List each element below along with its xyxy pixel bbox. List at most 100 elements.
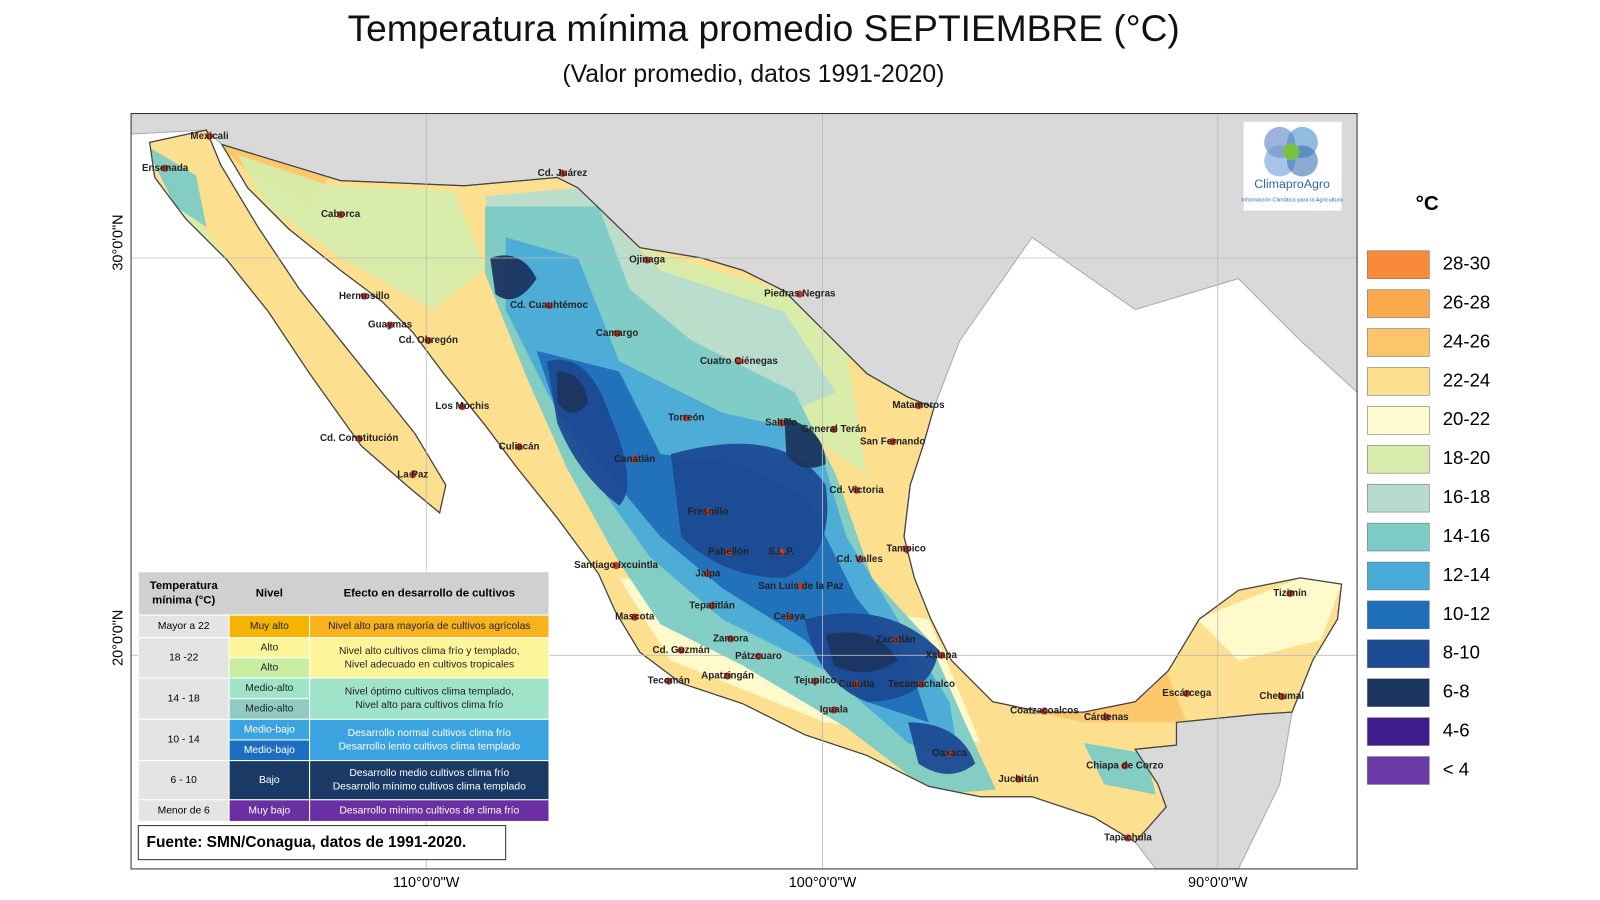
temperature-zone xyxy=(908,722,976,774)
city-dot xyxy=(558,169,567,177)
temperature-zone xyxy=(557,371,589,413)
temperature-zone xyxy=(237,154,486,310)
legend-label: 26-28 xyxy=(1443,292,1490,313)
city-dot xyxy=(161,164,169,172)
city-dot xyxy=(545,301,553,310)
city-label: Ojinaga xyxy=(629,255,665,266)
legend: 28-30 26-28 24-26 22-24 20-22 18-20 16-18 14-16… xyxy=(1367,250,1490,785)
effect-cell xyxy=(309,799,550,822)
city-dot xyxy=(336,211,345,219)
city-dot xyxy=(708,602,716,610)
effect-text: Nivel adecuado en cultivos tropicales xyxy=(344,659,514,670)
logo-center xyxy=(1282,143,1300,160)
legend-label: 14-16 xyxy=(1443,525,1490,546)
city-label: San Luis de la Paz xyxy=(758,581,844,592)
city-dot xyxy=(889,438,897,446)
city-dot xyxy=(355,434,363,443)
city-label: Cuatro Ciénegas xyxy=(700,356,778,367)
city-dot xyxy=(360,292,368,300)
city-dot xyxy=(1278,692,1286,701)
temperature-zones xyxy=(149,134,1342,795)
city-dot xyxy=(811,677,819,685)
legend-swatch xyxy=(1367,561,1430,591)
city-dot xyxy=(727,635,735,643)
city-dot xyxy=(856,555,864,563)
legend-label: < 4 xyxy=(1443,758,1469,779)
city-label: Cd. Guzmán xyxy=(653,645,710,656)
lon-label: 100°0'0"W xyxy=(789,875,857,891)
lat-label: 20°0'0"N xyxy=(110,610,126,666)
city-dot xyxy=(724,548,733,556)
city-dot xyxy=(1102,713,1110,721)
city-label: Mascota xyxy=(615,612,655,623)
city-label: Tapachula xyxy=(1104,833,1152,844)
level-text: Muy alto xyxy=(250,621,289,632)
table-header: Efecto en desarrollo de cultivos xyxy=(344,587,515,599)
city-dot xyxy=(1124,834,1132,842)
temperature-zone xyxy=(670,443,828,578)
level-cell xyxy=(228,760,311,801)
city-label: Fresnillo xyxy=(688,506,729,517)
city-label: Cd. Valles xyxy=(837,554,884,565)
legend-label: 6-8 xyxy=(1443,681,1470,702)
city-dot xyxy=(796,290,804,298)
city-label: Culiacán xyxy=(499,441,540,452)
legend-label: 28-30 xyxy=(1443,253,1490,274)
city-dot xyxy=(914,401,923,410)
city-label: Los Mochis xyxy=(435,401,489,412)
cities: Mexicali Ensenada Cd. Juárez Caborca Ojinaga… xyxy=(142,131,1307,844)
city-dot xyxy=(830,425,838,433)
subtitle: (Valor promedio, datos 1991-2020) xyxy=(562,61,944,88)
city-dot xyxy=(830,706,838,714)
city-label: Tecomán xyxy=(648,676,690,687)
city-label: Cd. Victoria xyxy=(829,485,884,496)
city-dot xyxy=(665,677,673,685)
legend-swatch xyxy=(1367,678,1430,707)
range-text: 6 - 10 xyxy=(171,775,198,786)
legend-label: 16-18 xyxy=(1443,486,1490,507)
level-text: Medio-bajo xyxy=(244,724,295,735)
city-label: Oaxaca xyxy=(932,748,967,759)
city-dot xyxy=(777,548,785,556)
legend-label: 24-26 xyxy=(1443,330,1490,351)
city-label: General Terán xyxy=(801,424,866,435)
range-cell xyxy=(137,677,230,720)
city-label: S.L.P. xyxy=(768,547,794,558)
city-dot xyxy=(937,651,945,659)
city-label: Cárdenas xyxy=(1084,712,1129,723)
source: Fuente: SMN/Conagua, datos de 1991-2020. xyxy=(147,834,467,851)
legend-swatch xyxy=(1367,250,1430,279)
city-dot xyxy=(205,132,214,140)
legend-swatch xyxy=(1367,445,1430,474)
city-label: Santiago Ixcuintla xyxy=(574,560,658,571)
city-label: Cd. Obregón xyxy=(399,335,458,346)
city-label: Cd. Constitución xyxy=(320,433,398,444)
city-dot xyxy=(677,646,685,654)
temperature-zone xyxy=(825,632,898,673)
temperature-zone xyxy=(784,417,826,468)
city-dot xyxy=(945,749,954,757)
legend-swatch xyxy=(1367,483,1430,513)
city-label: Juchitán xyxy=(998,774,1038,785)
effect-text: Desarrollo mínimo cultivos clima templad… xyxy=(333,782,526,793)
city-label: Hermosillo xyxy=(339,291,390,302)
city-dot xyxy=(754,652,763,660)
range-text: 10 - 14 xyxy=(168,735,200,746)
city-dot xyxy=(852,680,861,688)
legend-swatch xyxy=(1367,289,1430,318)
city-label: Tizimín xyxy=(1273,588,1307,599)
city-dot xyxy=(612,561,620,570)
legend-label: 18-20 xyxy=(1443,447,1490,468)
city-label: Cuautla xyxy=(839,679,875,690)
legend-label: 22-24 xyxy=(1443,369,1490,390)
temperature-zone xyxy=(149,144,207,228)
title: Temperatura mínima promedio SEPTIEMBRE (… xyxy=(348,7,1180,49)
city-label: Coatzacoalcos xyxy=(1010,706,1079,717)
city-label: Celaya xyxy=(774,612,806,623)
city-label: Tampico xyxy=(886,544,926,555)
city-label: Tecamachalco xyxy=(888,679,955,690)
city-dot xyxy=(735,357,743,365)
lon-label: 110°0'0"W xyxy=(393,875,460,891)
legend-swatch xyxy=(1367,367,1430,396)
